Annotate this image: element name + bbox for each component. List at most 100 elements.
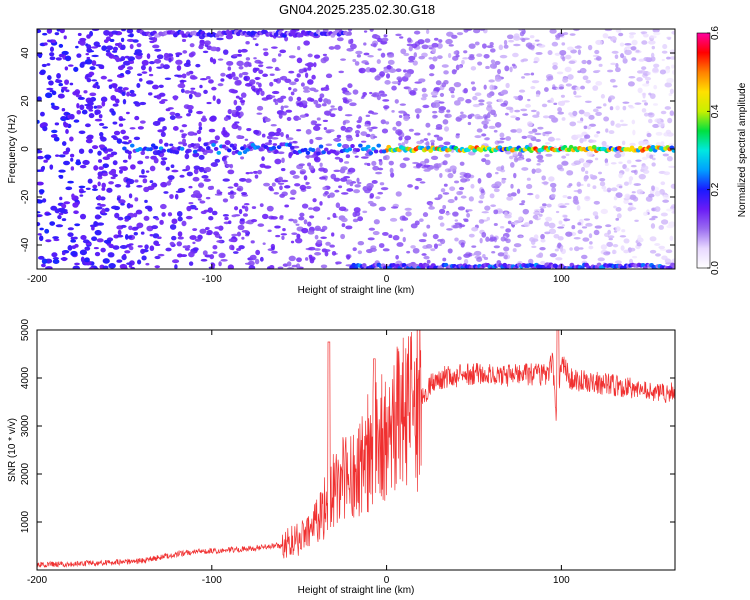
heatmap-cell [664, 106, 672, 110]
y-tick-label: -20 [20, 189, 31, 204]
heatmap-cell [188, 201, 194, 205]
heatmap-cell [329, 113, 336, 118]
heatmap-cell [84, 123, 91, 128]
heatmap-cell [252, 37, 257, 41]
heatmap-cell [457, 206, 466, 211]
heatmap-cell [665, 129, 672, 134]
heatmap-cell [448, 44, 454, 47]
heatmap-cell [613, 205, 617, 209]
heatmap-cell [261, 213, 269, 220]
heatmap-cell [520, 108, 528, 112]
heatmap-cell [303, 219, 308, 225]
heatmap-cell [347, 29, 353, 32]
heatmap-cell [451, 34, 458, 39]
heatmap-cell [552, 62, 558, 66]
heatmap-cell [444, 113, 452, 119]
heatmap-cell [136, 222, 144, 229]
heatmap-cell [239, 218, 245, 222]
heatmap-cell [356, 177, 360, 183]
heatmap-cell [557, 111, 565, 115]
heatmap-cell [298, 163, 305, 167]
heatmap-cell [537, 126, 544, 130]
heatmap-cell [456, 32, 464, 36]
heatmap-cell [489, 63, 498, 69]
heatmap-cell [361, 95, 366, 98]
heatmap-cell [507, 193, 513, 197]
heatmap-cell [430, 91, 439, 96]
heatmap-cell [380, 119, 386, 125]
heatmap-cell [666, 77, 674, 84]
heatmap-cell [319, 93, 325, 99]
heatmap-cell [562, 214, 568, 218]
heatmap-cell [107, 252, 115, 258]
heatmap-cell [561, 117, 566, 121]
heatmap-cell [227, 264, 234, 269]
heatmap-cell [167, 212, 173, 217]
heatmap-cell [346, 188, 354, 192]
heatmap-cell [436, 136, 444, 141]
heatmap-cell [503, 254, 508, 260]
heatmap-cell [422, 212, 429, 218]
heatmap-cell [176, 253, 183, 258]
heatmap-cell [108, 181, 114, 185]
heatmap-cell [616, 213, 622, 219]
heatmap-cell [199, 200, 206, 204]
heatmap-cell [610, 187, 618, 192]
heatmap-cell [447, 198, 455, 204]
heatmap-cell [484, 119, 491, 122]
heatmap-trail-cell [303, 147, 308, 152]
y-tick-label: 2000 [20, 462, 31, 485]
heatmap-cell [470, 81, 475, 85]
heatmap-cell [313, 89, 319, 93]
heatmap-cell [643, 56, 650, 62]
heatmap-cell [547, 75, 554, 81]
heatmap-cell [136, 83, 141, 88]
heatmap-cell [636, 189, 644, 195]
heatmap-cell [205, 196, 211, 200]
heatmap-cell [246, 127, 252, 132]
heatmap-cell [363, 52, 370, 56]
heatmap-cell [101, 187, 106, 191]
heatmap-cell [233, 182, 239, 188]
heatmap-cell [618, 172, 623, 179]
heatmap-cell [589, 174, 594, 178]
heatmap-cell [98, 144, 106, 149]
heatmap-cell [122, 135, 130, 140]
heatmap-cell [618, 185, 623, 189]
heatmap-cell [527, 98, 531, 102]
heatmap-cell [624, 42, 632, 46]
heatmap-cell [564, 66, 572, 73]
heatmap-cell [547, 50, 553, 56]
heatmap-cell [124, 234, 129, 240]
heatmap-cell [288, 87, 292, 91]
heatmap-cell [537, 217, 542, 220]
heatmap-cell [141, 169, 145, 175]
heatmap-cell [218, 261, 222, 267]
heatmap-cell [67, 232, 74, 237]
heatmap-cell [531, 80, 540, 84]
heatmap-cell [79, 249, 88, 256]
heatmap-cell [482, 43, 487, 49]
heatmap-cell [129, 127, 136, 130]
heatmap-cell [101, 212, 108, 216]
heatmap-cell [302, 86, 310, 91]
heatmap-cell [52, 105, 60, 111]
heatmap-cell [290, 91, 295, 96]
heatmap-cell [273, 192, 280, 195]
heatmap-cell [314, 54, 321, 59]
heatmap-cell [63, 35, 67, 40]
heatmap-cell [156, 54, 164, 60]
heatmap-cell [269, 264, 275, 269]
heatmap-cell [37, 222, 41, 227]
heatmap-trail-cell [274, 149, 279, 154]
heatmap-cell [430, 141, 435, 147]
heatmap-cell [70, 157, 74, 162]
heatmap-cell [128, 139, 132, 144]
heatmap-cell [341, 223, 346, 228]
heatmap-trail-cell [376, 143, 382, 148]
heatmap-cell [531, 168, 536, 174]
heatmap-cell [143, 186, 150, 193]
heatmap-cell [322, 53, 328, 57]
heatmap-cell [77, 96, 85, 100]
